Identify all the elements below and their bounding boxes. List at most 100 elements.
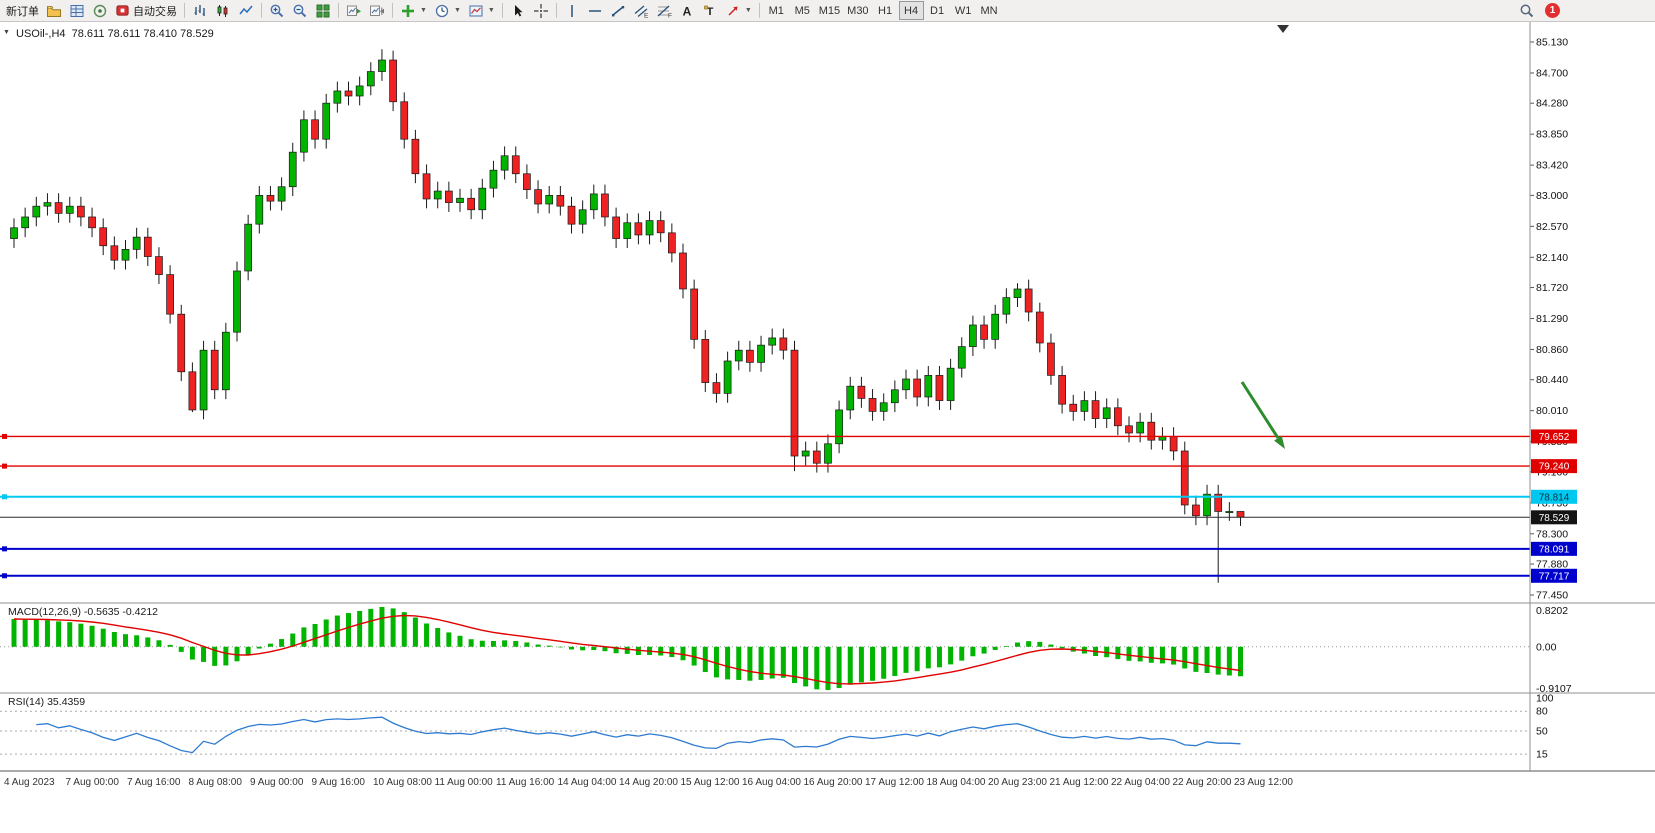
line-chart-button[interactable] [235, 1, 257, 20]
line-chart-icon [239, 5, 253, 14]
zoom-in-button[interactable] [266, 1, 288, 20]
svg-text:14 Aug 20:00: 14 Aug 20:00 [619, 777, 678, 788]
one-click-trading-toggle[interactable]: ▼ [3, 29, 10, 36]
timeframe-h1-button[interactable]: H1 [873, 1, 898, 20]
label-tool-button[interactable]: T [699, 1, 721, 20]
trendline-icon [611, 5, 625, 16]
chevron-down-icon: ▼ [420, 7, 427, 14]
time-axis: 4 Aug 2023 7 Aug 00:00 7 Aug 16:00 8 Aug 08… [4, 777, 1293, 788]
equidistant-channel-button[interactable]: E [630, 1, 652, 20]
text-tool-button[interactable]: A [676, 1, 698, 20]
auto-trading-button[interactable]: 自动交易 [112, 1, 180, 20]
svg-text:8 Aug 08:00: 8 Aug 08:00 [189, 777, 243, 788]
svg-text:22 Aug 04:00: 22 Aug 04:00 [1111, 777, 1170, 788]
notification-badge[interactable]: 1 [1545, 3, 1560, 18]
timeframe-m15-button[interactable]: M15 [816, 1, 843, 20]
svg-text:18 Aug 04:00: 18 Aug 04:00 [927, 777, 986, 788]
toolbar-separator [261, 3, 262, 18]
auto-trading-icon [116, 5, 129, 16]
svg-text:82.140: 82.140 [1536, 252, 1568, 264]
svg-text:21 Aug 12:00: 21 Aug 12:00 [1050, 777, 1109, 788]
chart-shift-marker[interactable] [1277, 25, 1289, 33]
chevron-down-icon: ▼ [487, 7, 495, 14]
svg-text:A: A [682, 4, 691, 18]
hline-79.652[interactable] [0, 433, 1530, 439]
svg-text:20 Aug 23:00: 20 Aug 23:00 [988, 777, 1047, 788]
svg-text:79.652: 79.652 [1539, 432, 1570, 443]
toolbar-separator [338, 3, 339, 18]
macd-pane: 0.8202 0.00 -0.9107 [0, 605, 1572, 695]
chart-shift-button[interactable] [366, 1, 388, 20]
timeframe-mn-button[interactable]: MN [977, 1, 1002, 20]
svg-text:16 Aug 04:00: 16 Aug 04:00 [742, 777, 801, 788]
annotation-arrow[interactable] [1240, 381, 1285, 449]
hline-77.717[interactable] [0, 573, 1530, 579]
channel-icon: E [634, 5, 649, 19]
svg-text:84.280: 84.280 [1536, 98, 1568, 110]
chart-canvas[interactable]: 85.130 84.700 84.280 83.850 83.420 83.000 82.5… [0, 22, 1655, 792]
price-badges: 79.652 79.240 78.814 78.091 77.717 78.529 [1531, 429, 1577, 583]
search-icon [1520, 4, 1534, 17]
hline-78.091[interactable] [0, 546, 1530, 552]
zoom-out-icon [293, 4, 307, 17]
crosshair-button[interactable] [530, 1, 552, 20]
cursor-button[interactable] [507, 1, 529, 20]
arrows-tool-button[interactable]: ▼ [722, 1, 755, 20]
svg-text:77.450: 77.450 [1536, 590, 1568, 602]
svg-text:78.091: 78.091 [1539, 544, 1570, 555]
zoom-in-icon [270, 4, 284, 17]
svg-text:83.850: 83.850 [1536, 129, 1568, 141]
fibonacci-button[interactable]: F [653, 1, 675, 20]
search-button[interactable] [1516, 1, 1538, 20]
market-watch-button[interactable] [66, 1, 88, 20]
timeframe-d1-button[interactable]: D1 [925, 1, 950, 20]
svg-text:83.000: 83.000 [1536, 190, 1568, 202]
timeframe-m1-button[interactable]: M1 [764, 1, 789, 20]
svg-text:81.290: 81.290 [1536, 313, 1568, 325]
tile-windows-button[interactable] [312, 1, 334, 20]
candlestick-series [10, 49, 1245, 583]
svg-text:78.300: 78.300 [1536, 528, 1568, 540]
market-watch-icon [70, 4, 84, 17]
zoom-out-button[interactable] [289, 1, 311, 20]
svg-text:83.420: 83.420 [1536, 160, 1568, 172]
new-order-button[interactable]: 新订单 [3, 1, 42, 20]
svg-text:E: E [644, 12, 649, 19]
profiles-button[interactable] [43, 1, 65, 20]
vertical-line-button[interactable] [561, 1, 583, 20]
svg-text:15: 15 [1536, 749, 1548, 761]
trendline-button[interactable] [607, 1, 629, 20]
svg-text:F: F [668, 12, 672, 19]
window-bottom-space [0, 792, 1655, 833]
svg-text:11 Aug 00:00: 11 Aug 00:00 [435, 777, 494, 788]
periods-button[interactable]: ▼ [431, 1, 464, 20]
auto-scroll-button[interactable] [343, 1, 365, 20]
indicators-button[interactable]: ▼ [397, 1, 430, 20]
svg-text:82.570: 82.570 [1536, 221, 1568, 233]
hline-78.814[interactable] [0, 494, 1530, 500]
svg-text:79.240: 79.240 [1539, 462, 1570, 473]
svg-text:16 Aug 20:00: 16 Aug 20:00 [804, 777, 863, 788]
auto-scroll-icon [347, 5, 361, 16]
svg-text:11 Aug 16:00: 11 Aug 16:00 [496, 777, 555, 788]
hline-79.240[interactable] [0, 463, 1530, 469]
text-icon: A [682, 4, 691, 18]
svg-text:81.720: 81.720 [1536, 282, 1568, 294]
timeframe-m30-button[interactable]: M30 [844, 1, 871, 20]
label-icon: T [703, 5, 713, 18]
svg-text:23 Aug 12:00: 23 Aug 12:00 [1234, 777, 1293, 788]
templates-button[interactable]: ▼ [465, 1, 498, 20]
timeframe-m5-button[interactable]: M5 [790, 1, 815, 20]
horizontal-line-button[interactable] [584, 1, 606, 20]
chart-shift-icon [370, 5, 384, 16]
candlestick-chart-button[interactable] [212, 1, 234, 20]
timeframe-h4-button[interactable]: H4 [898, 1, 924, 20]
timeframe-w1-button[interactable]: W1 [951, 1, 976, 20]
chart-window: 85.130 84.700 84.280 83.850 83.420 83.000 82.5… [0, 22, 1655, 792]
toolbar-separator [184, 3, 185, 18]
svg-text:9 Aug 16:00: 9 Aug 16:00 [312, 777, 366, 788]
signals-button[interactable] [89, 1, 111, 20]
ohlc-bars-icon [194, 4, 205, 16]
bar-chart-button[interactable] [189, 1, 211, 20]
